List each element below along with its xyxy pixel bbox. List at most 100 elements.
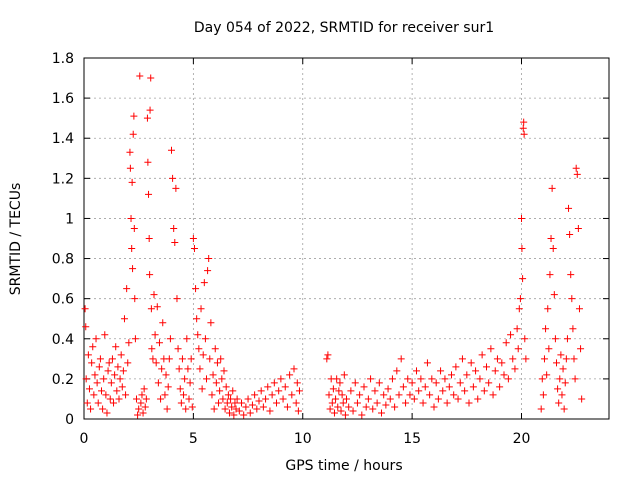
data-point: [476, 375, 484, 383]
data-point: [558, 391, 566, 399]
data-point: [128, 178, 136, 186]
data-point: [343, 395, 350, 403]
y-tick-label: 0.4: [52, 332, 74, 348]
data-point: [126, 164, 134, 172]
data-point: [230, 411, 238, 419]
data-point: [217, 355, 225, 363]
data-point: [228, 403, 236, 411]
data-point: [421, 383, 429, 391]
data-point: [186, 379, 194, 387]
data-point: [157, 395, 165, 403]
data-point: [393, 367, 401, 375]
data-point: [290, 365, 298, 373]
data-point: [187, 355, 195, 363]
data-point: [283, 403, 291, 411]
data-point: [397, 355, 405, 363]
x-tick-label: 20: [513, 431, 531, 447]
data-point: [103, 409, 111, 417]
data-point: [85, 385, 93, 393]
data-point: [339, 399, 347, 407]
data-point: [547, 235, 555, 242]
data-point: [255, 397, 263, 405]
data-point: [108, 355, 116, 363]
data-point: [373, 399, 381, 407]
data-point: [288, 391, 296, 399]
data-point: [402, 399, 410, 407]
data-point: [555, 399, 563, 407]
data-point: [500, 371, 508, 379]
x-tick-label: 15: [403, 431, 421, 447]
data-point: [93, 379, 101, 387]
data-point: [513, 325, 521, 333]
data-point: [124, 359, 132, 367]
data-point: [98, 387, 105, 395]
data-point: [489, 391, 497, 399]
data-point: [408, 379, 416, 387]
data-point: [286, 371, 294, 379]
data-point: [146, 271, 154, 279]
data-point: [137, 399, 145, 407]
data-point: [358, 411, 366, 419]
data-point: [491, 367, 499, 375]
y-tick-label: 1.2: [52, 171, 74, 187]
data-point: [208, 391, 216, 399]
data-point: [437, 367, 445, 375]
data-point: [168, 146, 175, 154]
data-point: [367, 375, 375, 383]
data-point: [542, 325, 550, 333]
data-point: [504, 375, 512, 383]
data-point: [292, 399, 300, 407]
data-point: [323, 355, 331, 363]
data-point: [211, 345, 219, 353]
data-point: [539, 391, 547, 399]
data-point: [279, 395, 287, 403]
data-point: [240, 411, 248, 419]
data-point: [131, 295, 139, 303]
data-point: [185, 395, 193, 403]
data-point: [326, 405, 334, 413]
data-point: [129, 265, 137, 273]
data-point: [219, 395, 227, 403]
x-tick-label: 10: [294, 431, 312, 447]
data-point: [213, 359, 221, 367]
data-point: [578, 395, 586, 403]
data-point: [193, 315, 201, 323]
data-point: [275, 387, 283, 395]
data-point: [192, 285, 200, 293]
data-point: [509, 355, 517, 363]
data-point: [233, 395, 241, 403]
data-point: [145, 235, 153, 242]
data-point: [131, 335, 139, 343]
data-point: [177, 399, 185, 407]
data-point: [171, 239, 179, 247]
data-point: [101, 331, 109, 339]
data-point: [194, 331, 202, 339]
data-point: [270, 379, 278, 387]
data-point: [419, 399, 427, 407]
data-point: [105, 359, 113, 367]
data-point: [340, 371, 348, 379]
data-point: [570, 355, 578, 363]
data-point: [169, 174, 177, 182]
data-point: [441, 375, 449, 383]
data-point: [139, 409, 147, 417]
data-point: [210, 405, 218, 413]
data-point: [544, 305, 552, 313]
data-point: [134, 411, 142, 419]
data-point: [102, 391, 110, 399]
plot-frame: [83, 57, 610, 420]
data-point: [334, 403, 342, 411]
data-point: [550, 291, 558, 299]
y-tick-label: 1.4: [52, 131, 74, 147]
data-point: [176, 385, 184, 393]
data-point: [341, 411, 349, 419]
data-point: [111, 371, 119, 379]
data-point: [196, 365, 204, 373]
data-point: [559, 365, 567, 373]
data-point: [96, 355, 104, 363]
data-point: [406, 391, 414, 399]
data-point: [571, 375, 579, 383]
data-point: [502, 339, 510, 347]
data-point: [566, 230, 574, 238]
data-point: [222, 383, 230, 391]
